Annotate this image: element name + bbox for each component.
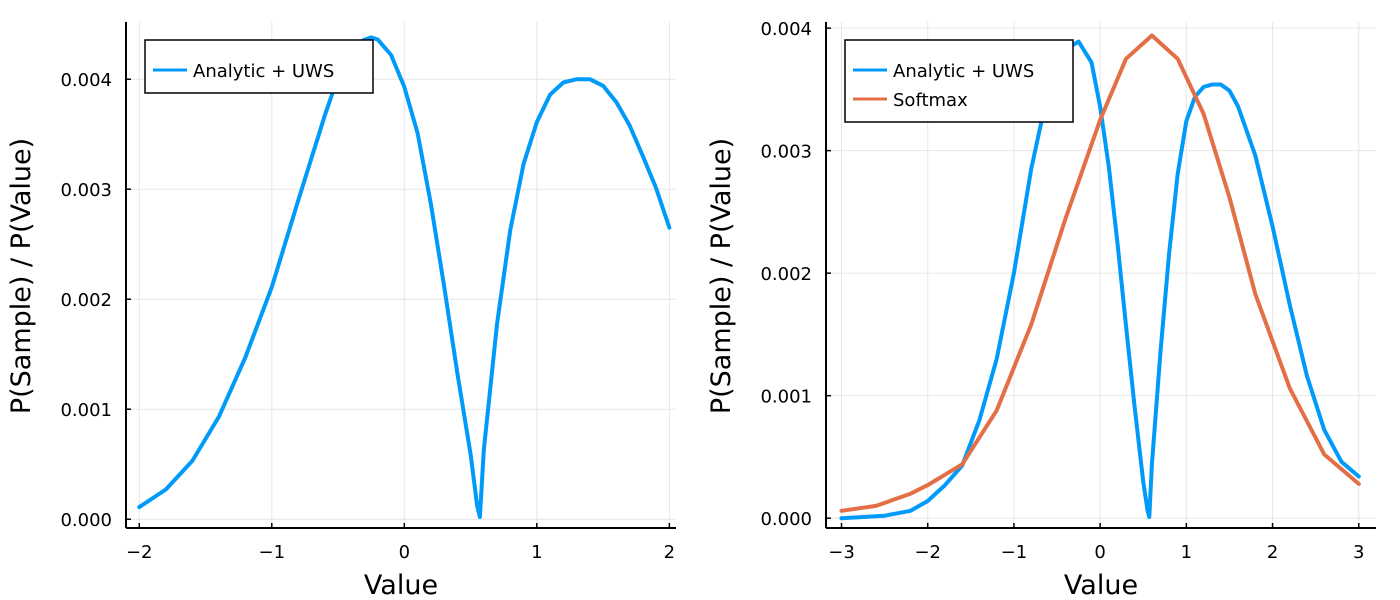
- left-grid: [126, 22, 676, 528]
- left-y-axis-title: P(Sample) / P(Value): [6, 138, 37, 414]
- left-series-line-1: [137, 35, 672, 519]
- left-x-axis-title: Value: [364, 570, 438, 600]
- right-x-tick-label: −2: [914, 542, 941, 563]
- right-x-tick-label: −3: [828, 542, 855, 563]
- left-legend: Analytic + UWS: [144, 39, 374, 94]
- right-x-tick-label: 2: [1267, 542, 1278, 563]
- left-y-tick-label: 0.000: [60, 510, 112, 531]
- right-y-tick-label: 0.000: [760, 509, 812, 530]
- left-x-tick-label: 0: [399, 542, 410, 563]
- left-y-tick-label: 0.003: [60, 180, 112, 201]
- right-legend-label-2: Softmax: [893, 90, 968, 111]
- right-y-tick-label: 0.003: [760, 142, 812, 163]
- right-legend: Analytic + UWS Softmax: [844, 39, 1074, 123]
- right-y-tick-label: 0.004: [760, 19, 812, 40]
- right-x-axis-title: Value: [1064, 570, 1138, 600]
- left-legend-label-1: Analytic + UWS: [193, 61, 334, 82]
- left-x-tick-label: 1: [531, 542, 542, 563]
- right-series-line-1: [839, 39, 1361, 521]
- right-x-tick-label: 1: [1181, 542, 1192, 563]
- left-x-tick-label: −1: [259, 542, 286, 563]
- right-x-tick-label: 0: [1094, 542, 1105, 563]
- right-legend-label-1: Analytic + UWS: [893, 61, 1034, 82]
- left-legend-box: [144, 39, 374, 94]
- right-y-tick-label: 0.002: [760, 264, 812, 285]
- left-y-tick-label: 0.002: [60, 290, 112, 311]
- right-y-axis-title: P(Sample) / P(Value): [706, 138, 737, 414]
- right-chart: P(Sample) / P(Value) Value −3 −2 −1 0 1 2 3 0.0…: [706, 19, 1376, 600]
- right-x-tick-label: −1: [1001, 542, 1028, 563]
- left-y-tick-label: 0.004: [60, 70, 112, 91]
- right-legend-box: [844, 39, 1074, 123]
- right-series-line-2: [839, 33, 1361, 513]
- right-y-tick-label: 0.001: [760, 387, 812, 408]
- right-x-tick-label: 3: [1353, 542, 1364, 563]
- left-x-tick-label: −2: [126, 542, 153, 563]
- left-chart: P(Sample) / P(Value) Value −2 −1 0 1 2 0.000 0…: [6, 22, 676, 600]
- left-y-tick-label: 0.001: [60, 400, 112, 421]
- left-x-tick-label: 2: [664, 542, 675, 563]
